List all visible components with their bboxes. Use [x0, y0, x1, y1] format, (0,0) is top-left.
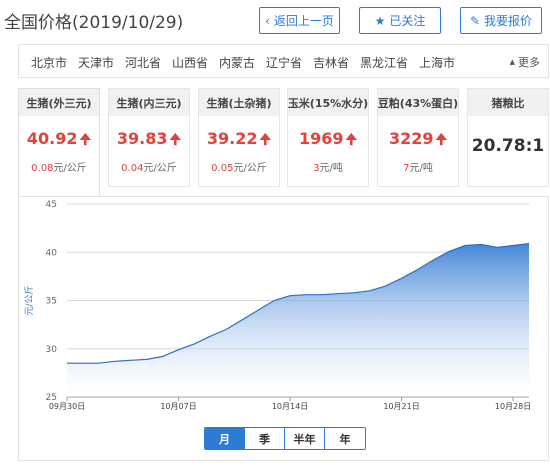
card-value: 39.22 🠉: [206, 129, 272, 148]
price-card-pig-tuzazhu[interactable]: 生猪(土杂猪) 39.22 🠉 0.05元/公斤: [198, 88, 280, 187]
region-bar: 北京市 天津市 河北省 山西省 内蒙古 辽宁省 吉林省 黑龙江省 上海市 ▲ 更多: [18, 44, 549, 78]
period-selector: 月 季 半年 年: [204, 427, 366, 450]
region-item-hebei[interactable]: 河北省: [125, 56, 162, 70]
x-tick-label: 10月07日: [160, 402, 196, 411]
back-button-label: 返回上一页: [273, 14, 334, 28]
star-icon: ★: [374, 13, 386, 28]
region-item-jilin[interactable]: 吉林省: [313, 56, 350, 70]
period-quarter-button[interactable]: 季: [245, 428, 285, 449]
region-item-beijing[interactable]: 北京市: [31, 56, 68, 70]
card-change: 0.05元/公斤: [211, 163, 267, 174]
arrow-up-icon: 🠉: [169, 132, 182, 148]
card-value: 1969 🠉: [298, 129, 358, 148]
follow-button-label: 已关注: [389, 14, 426, 28]
region-item-shanghai[interactable]: 上海市: [419, 56, 456, 70]
card-title: 玉米(15%水分): [288, 89, 368, 116]
period-half-year-button[interactable]: 半年: [285, 428, 325, 449]
follow-button[interactable]: ★ 已关注: [359, 7, 441, 34]
series-area: [67, 243, 529, 397]
region-item-liaoning[interactable]: 辽宁省: [266, 56, 303, 70]
card-change: 0.04元/公斤: [121, 163, 177, 174]
price-chart-panel: 25 30 35 40 45 元/公斤 09月30日 10月07日 10月14日 10月21日 10…: [18, 196, 549, 461]
card-value: 3229 🠉: [388, 129, 448, 148]
card-change: 7元/吨: [403, 163, 433, 174]
y-tick-label: 35: [46, 297, 57, 307]
region-item-neimenggu[interactable]: 内蒙古: [219, 56, 256, 70]
triangle-up-icon: ▲: [509, 58, 515, 66]
arrow-up-icon: 🠉: [79, 132, 92, 148]
card-title: 生猪(内三元): [109, 89, 189, 116]
y-axis-label: 元/公斤: [24, 285, 35, 315]
more-regions-button[interactable]: ▲ 更多: [510, 54, 540, 70]
x-tick-label: 10月14日: [272, 402, 308, 411]
y-tick-label: 30: [46, 345, 58, 355]
x-tick-label: 10月21日: [383, 402, 419, 411]
card-value: 40.92 🠉: [26, 129, 92, 148]
more-label: 更多: [518, 56, 540, 69]
price-card-pig-grain-ratio[interactable]: 猪粮比 20.78:1: [467, 88, 549, 187]
price-card-pig-neisanyuan[interactable]: 生猪(内三元) 39.83 🠉 0.04元/公斤: [108, 88, 190, 187]
card-value: 20.78:1: [471, 136, 545, 156]
arrow-up-icon: 🠉: [345, 132, 358, 148]
chevron-left-icon: ‹: [265, 13, 270, 28]
card-change: 3元/吨: [313, 163, 343, 174]
region-item-shanxi[interactable]: 山西省: [172, 56, 209, 70]
back-button[interactable]: ‹ 返回上一页: [259, 7, 340, 34]
x-tick-label: 10月28日: [495, 402, 531, 411]
price-card-corn[interactable]: 玉米(15%水分) 1969 🠉 3元/吨: [287, 88, 369, 187]
card-title: 生猪(外三元): [19, 89, 99, 116]
series-line: [67, 243, 530, 364]
card-title: 豆粕(43%蛋白): [378, 89, 458, 116]
report-button-label: 我要报价: [484, 14, 533, 28]
price-card-pig-waisanyuan[interactable]: 生猪(外三元) 40.92 🠉 0.08元/公斤: [18, 88, 100, 196]
x-tick-label: 09月30日: [49, 402, 85, 411]
top-bar: 全国价格(2019/10/29) ‹ 返回上一页 ★ 已关注 ✎ 我要报价: [0, 0, 550, 40]
arrow-up-icon: 🠉: [435, 132, 448, 148]
card-change: 0.08元/公斤: [31, 163, 87, 174]
y-tick-label: 45: [46, 200, 57, 210]
price-trend-chart: 25 30 35 40 45 元/公斤 09月30日 10月07日 10月14日 10月21日 10…: [24, 200, 531, 411]
price-card-soybean-meal[interactable]: 豆粕(43%蛋白) 3229 🠉 7元/吨: [377, 88, 459, 187]
edit-icon: ✎: [469, 13, 481, 28]
y-tick-label: 40: [46, 248, 58, 258]
period-year-button[interactable]: 年: [325, 428, 365, 449]
arrow-up-icon: 🠉: [259, 132, 272, 148]
report-price-button[interactable]: ✎ 我要报价: [460, 7, 542, 34]
card-value: 39.83 🠉: [116, 129, 182, 148]
y-tick-label: 25: [46, 393, 57, 403]
region-item-heilongjiang[interactable]: 黑龙江省: [360, 56, 409, 70]
region-item-tianjin[interactable]: 天津市: [78, 56, 115, 70]
period-month-button[interactable]: 月: [205, 428, 245, 449]
card-title: 猪粮比: [468, 89, 548, 116]
page-title: 全国价格(2019/10/29): [4, 13, 184, 33]
card-title: 生猪(土杂猪): [199, 89, 279, 116]
